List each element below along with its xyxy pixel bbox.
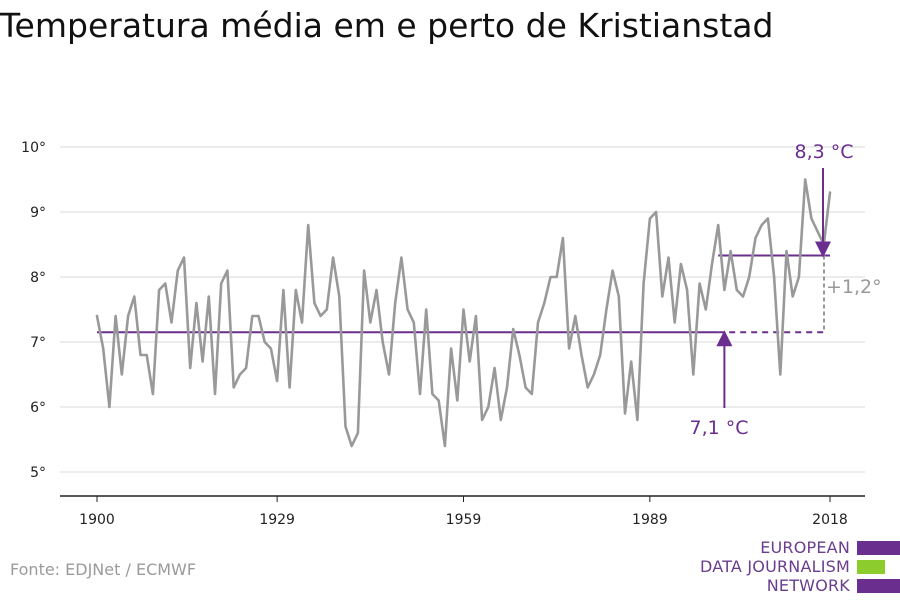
edjnet-logo[interactable]: EUROPEAN DATA JOURNALISM NETWORK bbox=[700, 538, 900, 598]
baseline-mean-label: 7,1 °C bbox=[689, 417, 748, 439]
x-tick-label: 1929 bbox=[259, 512, 295, 528]
y-tick-label: 10° bbox=[21, 140, 46, 156]
x-tick-label: 2018 bbox=[812, 512, 848, 528]
x-tick-label: 1989 bbox=[632, 512, 668, 528]
y-tick-label: 5° bbox=[30, 465, 46, 481]
difference-label: +1,2° bbox=[826, 276, 882, 298]
grid-layer: 5° 6° 7° 8° 9° 10° bbox=[21, 140, 865, 481]
logo-line-network: NETWORK bbox=[766, 576, 850, 595]
logo-bar-middle bbox=[857, 560, 885, 574]
y-tick-label: 9° bbox=[30, 205, 46, 221]
recent-mean-label: 8,3 °C bbox=[794, 141, 853, 163]
x-tick-label: 1959 bbox=[446, 512, 482, 528]
annotations: 7,1 °C 8,3 °C +1,2° bbox=[689, 141, 881, 439]
x-tick-label: 1900 bbox=[79, 512, 115, 528]
x-axis: 1900 1929 1959 1989 2018 bbox=[60, 495, 865, 528]
temperature-series-line bbox=[95, 178, 832, 448]
source-note: Fonte: EDJNet / ECMWF bbox=[10, 560, 197, 579]
logo-line-data-journalism: DATA JOURNALISM bbox=[700, 557, 850, 576]
chart-title: Temperatura média em e perto de Kristian… bbox=[0, 6, 774, 45]
logo-bar-bottom bbox=[857, 579, 900, 593]
y-tick-label: 8° bbox=[30, 270, 46, 286]
logo-bar-top bbox=[857, 541, 900, 555]
y-tick-label: 6° bbox=[30, 400, 46, 416]
logo-line-european: EUROPEAN bbox=[760, 538, 850, 557]
y-tick-label: 7° bbox=[30, 335, 46, 351]
series-layer bbox=[95, 178, 832, 448]
